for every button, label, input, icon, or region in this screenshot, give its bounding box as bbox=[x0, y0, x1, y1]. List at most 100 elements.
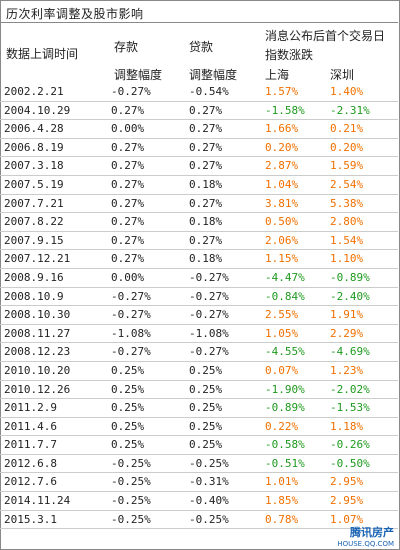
cell-shanghai: 1.15% bbox=[265, 252, 299, 266]
cell-date: 2011.7.7 bbox=[4, 438, 57, 452]
cell-loan: 0.25% bbox=[189, 363, 223, 377]
cell-date: 2012.7.6 bbox=[4, 475, 57, 489]
table-title: 历次利率调整及股市影响 bbox=[6, 7, 144, 21]
cell-loan: -1.08% bbox=[189, 326, 229, 340]
cell-shanghai: 2.06% bbox=[265, 233, 299, 247]
cell-shanghai: 2.55% bbox=[265, 308, 299, 322]
cell-shenzhen: -0.89% bbox=[330, 270, 370, 284]
cell-shanghai: 1.05% bbox=[265, 326, 299, 340]
cell-deposit: 0.27% bbox=[111, 159, 145, 173]
cell-loan: 0.18% bbox=[189, 177, 223, 191]
cell-loan: 0.18% bbox=[189, 252, 223, 266]
cell-date: 2004.10.29 bbox=[4, 103, 71, 117]
cell-date: 2008.12.23 bbox=[4, 345, 71, 359]
cell-loan: -0.27% bbox=[189, 308, 229, 322]
cell-date: 2007.9.15 bbox=[4, 233, 64, 247]
cell-shanghai: -4.55% bbox=[265, 345, 305, 359]
cell-shanghai: 0.20% bbox=[265, 140, 299, 154]
cell-loan: -0.31% bbox=[189, 475, 229, 489]
cell-date: 2008.11.27 bbox=[4, 326, 71, 340]
cell-deposit: 0.27% bbox=[111, 177, 145, 191]
cell-loan: -0.25% bbox=[189, 456, 229, 470]
table-row: 2014.11.24 -0.25% -0.40% 1.85% 2.95% bbox=[0, 492, 398, 511]
cell-shenzhen: 2.29% bbox=[330, 326, 364, 340]
table-row: 2007.8.22 0.27% 0.18% 0.50% 2.80% bbox=[0, 213, 398, 232]
table-row: 2007.9.15 0.27% 0.27% 2.06% 1.54% bbox=[0, 232, 398, 251]
cell-shenzhen: 2.95% bbox=[330, 475, 364, 489]
cell-shenzhen: 1.54% bbox=[330, 233, 364, 247]
cell-date: 2007.5.19 bbox=[4, 177, 64, 191]
cell-shenzhen: -4.69% bbox=[330, 345, 370, 359]
cell-shanghai: -4.47% bbox=[265, 270, 305, 284]
header-market-sub: 指数涨跌 bbox=[265, 48, 314, 62]
header-shanghai: 上海 bbox=[265, 68, 290, 82]
cell-loan: -0.54% bbox=[189, 85, 229, 98]
cell-loan: 0.25% bbox=[189, 382, 223, 396]
cell-shenzhen: 5.38% bbox=[330, 196, 364, 210]
cell-loan: -0.27% bbox=[189, 289, 229, 303]
table-row: 2008.11.27 -1.08% -1.08% 1.05% 2.29% bbox=[0, 325, 398, 344]
cell-shenzhen: -2.40% bbox=[330, 289, 370, 303]
cell-loan: 0.27% bbox=[189, 159, 223, 173]
cell-shenzhen: 1.10% bbox=[330, 252, 364, 266]
cell-shenzhen: 2.80% bbox=[330, 215, 364, 229]
cell-shenzhen: 0.21% bbox=[330, 122, 364, 136]
watermark-logo: 腾讯房产 HOUSE.QQ.COM bbox=[337, 524, 394, 548]
cell-date: 2007.7.21 bbox=[4, 196, 64, 210]
cell-deposit: 0.25% bbox=[111, 363, 145, 377]
table-row: 2011.4.6 0.25% 0.25% 0.22% 1.18% bbox=[0, 418, 398, 437]
cell-deposit: -0.27% bbox=[111, 345, 151, 359]
cell-date: 2012.6.8 bbox=[4, 456, 57, 470]
header-shenzhen: 深圳 bbox=[330, 68, 355, 82]
table-row: 2004.10.29 0.27% 0.27% -1.58% -2.31% bbox=[0, 102, 398, 121]
cell-date: 2007.3.18 bbox=[4, 159, 64, 173]
cell-date: 2006.4.28 bbox=[4, 122, 64, 136]
header-date: 数据上调时间 bbox=[6, 47, 79, 61]
cell-deposit: 0.27% bbox=[111, 196, 145, 210]
table-row: 2012.6.8 -0.25% -0.25% -0.51% -0.50% bbox=[0, 455, 398, 474]
table-row: 2008.10.9 -0.27% -0.27% -0.84% -2.40% bbox=[0, 288, 398, 307]
cell-shenzhen: 1.23% bbox=[330, 363, 364, 377]
cell-shenzhen: -0.26% bbox=[330, 438, 370, 452]
cell-loan: 0.18% bbox=[189, 215, 223, 229]
cell-shenzhen: 1.40% bbox=[330, 85, 364, 98]
cell-shanghai: 0.78% bbox=[265, 512, 299, 526]
cell-shenzhen: -0.50% bbox=[330, 456, 370, 470]
cell-shenzhen: 2.54% bbox=[330, 177, 364, 191]
cell-date: 2006.8.19 bbox=[4, 140, 64, 154]
header-market-top: 消息公布后首个交易日 bbox=[265, 29, 386, 43]
header-loan: 贷款 bbox=[189, 40, 214, 54]
cell-shenzhen: 1.91% bbox=[330, 308, 364, 322]
cell-shenzhen: 0.20% bbox=[330, 140, 364, 154]
cell-shenzhen: 1.59% bbox=[330, 159, 364, 173]
cell-loan: 0.27% bbox=[189, 233, 223, 247]
table-row: 2007.7.21 0.27% 0.27% 3.81% 5.38% bbox=[0, 195, 398, 214]
cell-date: 2002.2.21 bbox=[4, 85, 64, 98]
cell-deposit: 0.27% bbox=[111, 103, 145, 117]
table-row: 2006.4.28 0.00% 0.27% 1.66% 0.21% bbox=[0, 120, 398, 139]
cell-loan: 0.27% bbox=[189, 140, 223, 154]
table-row: 2007.12.21 0.27% 0.18% 1.15% 1.10% bbox=[0, 250, 398, 269]
cell-date: 2011.4.6 bbox=[4, 419, 57, 433]
table-row: 2011.7.7 0.25% 0.25% -0.58% -0.26% bbox=[0, 436, 398, 455]
cell-deposit: -0.25% bbox=[111, 494, 151, 508]
cell-loan: 0.25% bbox=[189, 419, 223, 433]
cell-date: 2007.12.21 bbox=[4, 252, 71, 266]
cell-shenzhen: -2.02% bbox=[330, 382, 370, 396]
cell-deposit: 0.27% bbox=[111, 252, 145, 266]
cell-deposit: 0.27% bbox=[111, 140, 145, 154]
header-deposit: 存款 bbox=[114, 40, 139, 54]
cell-shanghai: -0.84% bbox=[265, 289, 305, 303]
cell-shanghai: -1.90% bbox=[265, 382, 305, 396]
cell-shanghai: -0.58% bbox=[265, 438, 305, 452]
table-row: 2012.7.6 -0.25% -0.31% 1.01% 2.95% bbox=[0, 473, 398, 493]
cell-shanghai: 0.07% bbox=[265, 363, 299, 377]
cell-deposit: 0.25% bbox=[111, 401, 145, 415]
cell-shanghai: 3.81% bbox=[265, 196, 299, 210]
cell-deposit: -0.27% bbox=[111, 85, 151, 98]
cell-deposit: -0.25% bbox=[111, 475, 151, 489]
cell-deposit: 0.25% bbox=[111, 438, 145, 452]
table-row: 2008.10.30 -0.27% -0.27% 2.55% 1.91% bbox=[0, 306, 398, 325]
cell-deposit: 0.25% bbox=[111, 382, 145, 396]
cell-loan: -0.25% bbox=[189, 512, 229, 526]
